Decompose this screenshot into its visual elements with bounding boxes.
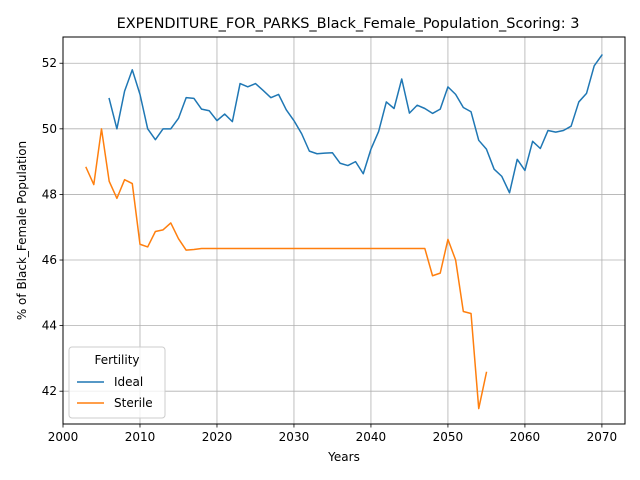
x-tick-label: 2030 xyxy=(279,430,310,444)
x-tick-label: 2000 xyxy=(48,430,79,444)
y-tick-label: 44 xyxy=(42,319,57,333)
x-tick-label: 2070 xyxy=(587,430,618,444)
x-tick-label: 2010 xyxy=(125,430,156,444)
x-tick-label: 2050 xyxy=(433,430,464,444)
y-tick-label: 52 xyxy=(42,56,57,70)
legend: Fertility Ideal Sterile xyxy=(68,346,166,419)
series-line-ideal xyxy=(108,53,603,194)
chart-title: EXPENDITURE_FOR_PARKS_Black_Female_Popul… xyxy=(117,16,580,32)
axis-ticks: 2000 2010 2020 2030 2040 2050 2060 2070 42 44 46 48… xyxy=(42,56,617,444)
y-tick-label: 48 xyxy=(42,187,57,201)
x-tick-label: 2060 xyxy=(510,430,541,444)
series-lines xyxy=(85,53,603,410)
x-axis-label: Years xyxy=(327,450,360,464)
x-tick-label: 2020 xyxy=(202,430,233,444)
series-line-sterile xyxy=(85,128,488,410)
legend-label-ideal: Ideal xyxy=(114,375,143,389)
x-tick-label: 2040 xyxy=(356,430,387,444)
legend-label-sterile: Sterile xyxy=(114,396,153,410)
y-tick-label: 42 xyxy=(42,384,57,398)
y-axis-label: % of Black_Female Population xyxy=(15,141,29,320)
legend-title: Fertility xyxy=(94,353,139,367)
y-tick-label: 50 xyxy=(42,122,57,136)
y-tick-label: 46 xyxy=(42,253,57,267)
legend-box xyxy=(68,346,166,419)
plot-frame xyxy=(62,36,626,425)
